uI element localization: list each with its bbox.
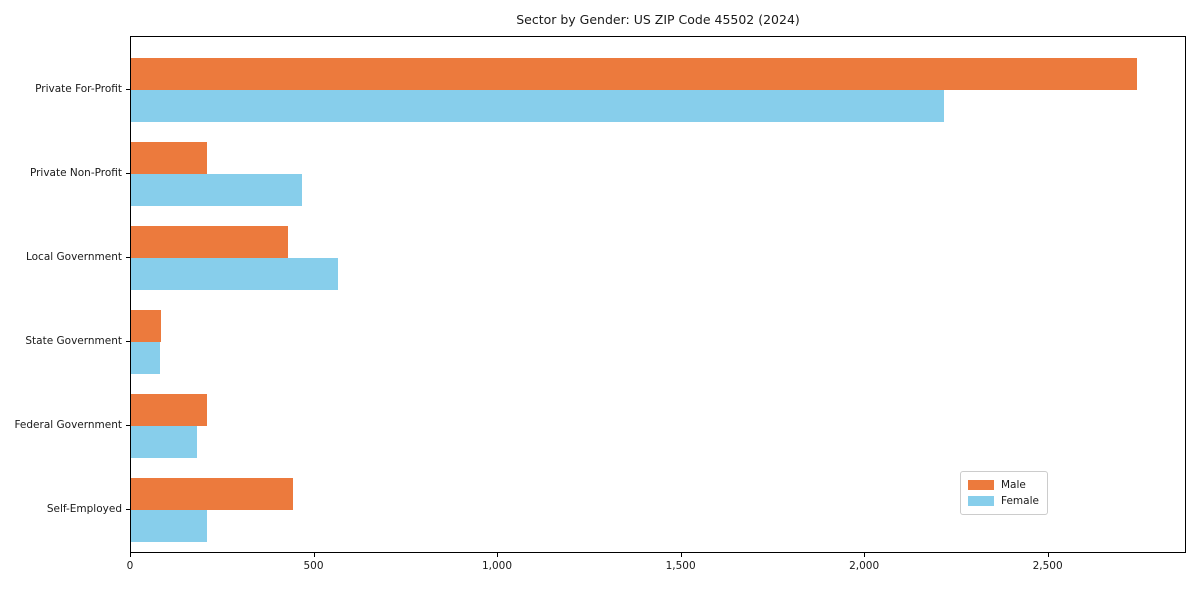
x-tick-mark xyxy=(1047,553,1049,557)
bar-male-5 xyxy=(131,393,208,426)
x-tick-mark xyxy=(313,553,315,557)
legend-swatch-male xyxy=(968,480,994,490)
x-tick-mark xyxy=(864,553,866,557)
plot-area xyxy=(130,36,1186,553)
x-tick-mark xyxy=(497,553,498,557)
legend-label: Male xyxy=(1001,479,1026,491)
x-axis-label: 1,000 xyxy=(481,560,513,572)
x-axis-label: 500 xyxy=(303,560,324,572)
legend: Male Female xyxy=(960,471,1048,515)
legend-item-male: Male xyxy=(968,477,1040,493)
y-axis-label: Federal Government xyxy=(14,418,122,431)
bar-male-2 xyxy=(131,142,208,175)
y-tick-mark xyxy=(126,424,130,426)
y-axis-label: Private Non-Profit xyxy=(29,167,122,180)
y-tick-mark xyxy=(126,257,130,259)
y-axis-label: Private For-Profit xyxy=(35,83,122,96)
bar-male-3 xyxy=(131,226,288,259)
x-axis-label: 2,000 xyxy=(849,560,880,572)
bar-female-3 xyxy=(131,258,338,291)
y-axis-label: State Government xyxy=(25,335,122,347)
bar-female-4 xyxy=(131,342,161,374)
bar-female-6 xyxy=(131,509,207,542)
x-axis-label: 2,500 xyxy=(1032,560,1063,572)
x-tick-mark xyxy=(130,553,131,557)
x-axis-label: 0 xyxy=(126,560,134,572)
legend-item-female: Female xyxy=(968,493,1040,509)
chart-title: Sector by Gender: US ZIP Code 45502 (202… xyxy=(516,12,800,27)
y-tick-mark xyxy=(126,508,130,510)
y-tick-mark xyxy=(126,341,130,342)
bar-male-4 xyxy=(131,310,162,342)
y-axis-label: Self-Employed xyxy=(46,502,122,515)
legend-swatch-female xyxy=(968,496,994,506)
bar-female-5 xyxy=(131,425,198,458)
x-tick-mark xyxy=(680,553,682,557)
bar-male-1 xyxy=(131,58,1137,91)
bar-female-1 xyxy=(131,90,944,123)
x-axis-label: 1,500 xyxy=(665,560,696,572)
bar-male-6 xyxy=(131,477,293,510)
y-tick-mark xyxy=(126,89,130,91)
y-axis-label: Local Government xyxy=(25,251,122,264)
legend-label: Female xyxy=(1001,495,1039,507)
y-tick-mark xyxy=(126,173,130,175)
bar-female-2 xyxy=(131,174,303,207)
